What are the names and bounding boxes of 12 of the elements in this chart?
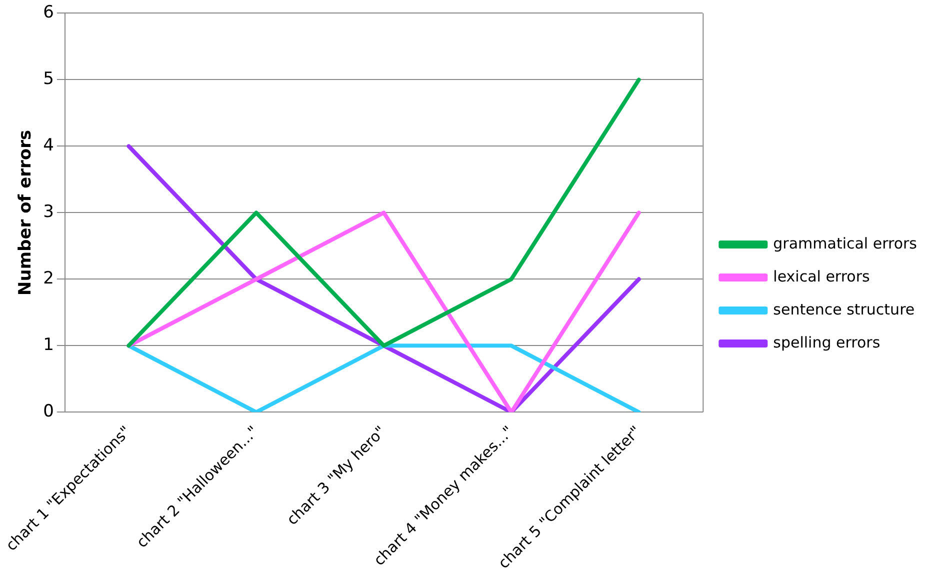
y-tick-label: 0 bbox=[43, 402, 54, 422]
y-tick-label: 3 bbox=[43, 202, 54, 222]
y-tick-label: 1 bbox=[43, 335, 54, 356]
y-axis-title: Number of errors bbox=[15, 130, 36, 296]
y-tick-label: 5 bbox=[43, 69, 54, 90]
y-tick-label: 2 bbox=[43, 268, 54, 289]
legend-label: lexical errors bbox=[773, 267, 870, 286]
legend-label: sentence structure bbox=[773, 300, 915, 318]
y-tick-label: 6 bbox=[43, 2, 54, 23]
legend-label: spelling errors bbox=[773, 333, 880, 352]
y-tick-label: 4 bbox=[43, 136, 54, 156]
legend-label: grammatical errors bbox=[773, 234, 918, 252]
